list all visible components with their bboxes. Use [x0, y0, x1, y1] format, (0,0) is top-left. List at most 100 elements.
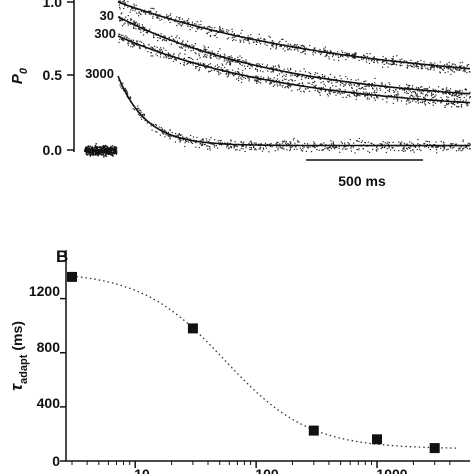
noise-dot	[245, 147, 247, 149]
noise-dot	[252, 41, 255, 43]
noise-dot	[386, 148, 388, 150]
noise-dot	[164, 130, 166, 132]
noise-dot	[410, 64, 412, 66]
noise-dot	[384, 92, 386, 94]
noise-dot	[408, 85, 410, 87]
noise-dot	[246, 61, 248, 63]
noise-dot	[434, 62, 436, 64]
baseline-dot	[89, 145, 91, 147]
noise-dot	[209, 54, 212, 56]
baseline-dot	[98, 152, 100, 154]
noise-dot	[248, 40, 250, 42]
noise-dot	[389, 88, 391, 90]
noise-dot	[160, 47, 162, 49]
noise-dot	[396, 97, 398, 99]
noise-dot	[449, 146, 451, 148]
noise-dot	[272, 70, 274, 72]
noise-dot	[365, 59, 367, 61]
noise-dot	[423, 97, 425, 99]
baseline-dot	[89, 148, 91, 150]
noise-dot	[164, 35, 166, 37]
noise-dot	[331, 82, 333, 84]
noise-dot	[197, 28, 199, 30]
noise-dot	[136, 23, 138, 25]
noise-dot	[257, 76, 259, 78]
noise-dot	[187, 21, 189, 23]
noise-dot	[257, 63, 259, 65]
noise-dot	[452, 147, 454, 149]
noise-dot	[460, 105, 462, 107]
noise-dot	[280, 84, 282, 86]
noise-dot	[435, 94, 437, 96]
noise-dot	[174, 20, 176, 22]
noise-dot	[357, 140, 359, 142]
noise-dot	[219, 57, 221, 59]
noise-dot	[431, 63, 433, 65]
noise-dot	[435, 149, 438, 151]
noise-dot	[138, 109, 140, 111]
noise-dot	[408, 86, 410, 89]
noise-dot	[244, 65, 246, 67]
noise-dot	[353, 54, 355, 56]
noise-dot	[282, 84, 284, 87]
noise-dot	[235, 145, 237, 147]
noise-dot	[405, 100, 408, 102]
noise-dot	[431, 146, 433, 148]
noise-dot	[254, 149, 256, 151]
noise-dot	[342, 82, 344, 85]
noise-dot	[398, 141, 400, 143]
noise-dot	[163, 133, 165, 135]
noise-dot	[260, 143, 262, 145]
noise-dot	[253, 142, 255, 144]
noise-dot	[355, 95, 357, 97]
noise-dot	[351, 54, 353, 56]
noise-dot	[225, 63, 227, 65]
noise-dot	[213, 143, 215, 145]
noise-dot	[202, 63, 204, 65]
noise-dot	[141, 10, 143, 12]
baseline-dot	[101, 153, 103, 156]
noise-dot	[245, 39, 247, 41]
noise-dot	[336, 92, 339, 94]
noise-dot	[416, 61, 418, 63]
noise-dot	[348, 143, 350, 145]
noise-dot	[432, 101, 434, 104]
noise-dot	[156, 55, 158, 57]
noise-dot	[287, 48, 289, 50]
noise-dot	[352, 90, 354, 92]
noise-dot	[440, 101, 442, 103]
noise-dot	[256, 82, 258, 84]
y-tick-label-0: 0	[52, 453, 60, 469]
noise-dot	[255, 41, 257, 43]
noise-dot	[464, 89, 466, 91]
noise-dot	[238, 59, 240, 61]
noise-dot	[419, 91, 421, 93]
noise-dot	[455, 68, 457, 70]
noise-dot	[249, 67, 251, 69]
noise-dot	[309, 82, 311, 84]
noise-dot	[283, 68, 285, 70]
noise-dot	[280, 147, 282, 149]
noise-dot	[450, 147, 452, 149]
noise-dot	[122, 34, 124, 36]
noise-dot	[176, 16, 178, 18]
noise-dot	[355, 79, 357, 81]
noise-dot	[131, 42, 133, 44]
noise-dot	[213, 34, 215, 37]
noise-dot	[159, 48, 161, 50]
noise-dot	[218, 66, 220, 68]
noise-dot	[452, 93, 454, 95]
noise-dot	[426, 143, 428, 146]
noise-dot	[459, 89, 461, 91]
noise-dot	[219, 27, 221, 29]
noise-dot	[468, 148, 471, 150]
noise-dot	[293, 74, 296, 76]
noise-dot	[326, 53, 328, 55]
noise-dot	[276, 143, 278, 145]
noise-dot	[304, 49, 306, 51]
noise-dot	[427, 69, 429, 71]
noise-dot	[183, 21, 185, 23]
noise-dot	[226, 29, 228, 31]
noise-dot	[320, 82, 322, 84]
noise-dot	[307, 82, 309, 84]
